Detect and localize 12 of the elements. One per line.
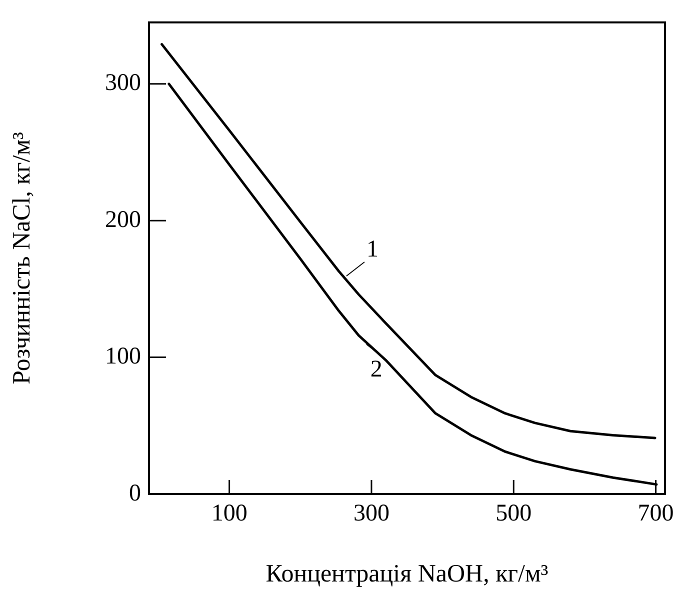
y-axis-title: Розчинність NaCl, кг/м³ bbox=[8, 131, 36, 384]
y-tick-label: 200 bbox=[105, 206, 141, 233]
x-tick-label: 500 bbox=[496, 500, 532, 527]
x-tick-label: 700 bbox=[638, 500, 674, 527]
annotation: 2 bbox=[370, 356, 382, 383]
x-tick-label: 100 bbox=[211, 500, 248, 527]
y-tick-label: 0 bbox=[129, 480, 141, 506]
y-tick-label: 300 bbox=[105, 70, 141, 96]
x-axis-title: Концентрація NaOH, кг/м³ bbox=[266, 560, 549, 588]
annotation: 1 bbox=[366, 236, 378, 262]
y-tick-label: 100 bbox=[105, 344, 141, 370]
x-tick-label: 300 bbox=[353, 500, 390, 527]
